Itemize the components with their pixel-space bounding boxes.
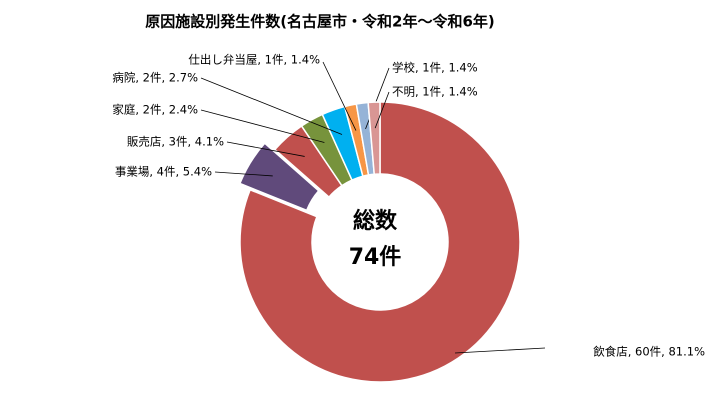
data-label: 仕出し弁当屋, 1件, 1.4% (188, 53, 320, 67)
chart-title: 原因施設別発生件数(名古屋市・令和2年～令和6年) (145, 13, 495, 31)
data-label: 販売店, 3件, 4.1% (127, 135, 224, 149)
leader-line (455, 347, 546, 354)
leader-line (200, 77, 343, 135)
data-label: 飲食店, 60件, 81.1% (593, 345, 705, 359)
data-label: 学校, 1件, 1.4% (392, 61, 478, 75)
leader-line (322, 61, 357, 131)
slice (239, 101, 521, 383)
center-label: 74件 (349, 245, 402, 270)
slice (238, 142, 320, 212)
slice (367, 101, 381, 176)
leader-line (200, 109, 325, 143)
data-label: 病院, 2件, 2.7% (112, 71, 198, 85)
leader-line (226, 141, 305, 157)
data-label: 事業場, 4件, 5.4% (115, 165, 212, 179)
center-label: 総数 (353, 208, 398, 234)
leader-line (374, 91, 390, 129)
leader-line (214, 171, 273, 177)
data-label: 不明, 1件, 1.4% (392, 85, 478, 99)
data-label: 家庭, 2件, 2.4% (112, 103, 198, 117)
